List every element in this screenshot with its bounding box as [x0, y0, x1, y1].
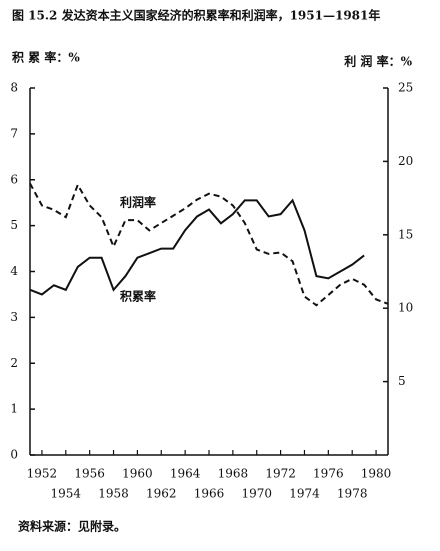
x-tick-label: 1952	[27, 467, 58, 481]
chart-title: 图 15.2 发达资本主义国家经济的积累率和利润率，1951—1981年	[12, 8, 380, 23]
x-tick-label: 1976	[313, 467, 344, 481]
source-note: 资料来源：见附录。	[18, 519, 126, 534]
x-tick-label: 1968	[218, 467, 249, 481]
y2-axis-label: 利 润 率：%	[344, 54, 412, 69]
y2-tick-label: 15	[398, 227, 413, 241]
x-tick-label: 1966	[194, 487, 225, 501]
x-tick-label: 1960	[122, 467, 153, 481]
y2-tick-label: 10	[398, 301, 413, 315]
series-line	[29, 182, 389, 307]
y-tick-label: 4	[10, 264, 18, 278]
x-tick-label: 1962	[146, 487, 177, 501]
y-tick-label: 8	[10, 81, 18, 95]
y-tick-label: 3	[10, 310, 18, 324]
y-tick-label: 0	[10, 448, 18, 462]
y2-tick-label: 20	[398, 154, 413, 168]
y-tick-label: 1	[10, 402, 18, 416]
x-tick-label: 1980	[361, 467, 392, 481]
y-tick-label: 7	[10, 126, 18, 140]
y2-tick-label: 5	[398, 374, 406, 388]
y-tick-label: 5	[10, 218, 18, 232]
series-line	[29, 198, 365, 296]
y2-tick-label: 25	[398, 81, 413, 95]
x-tick-label: 1958	[98, 487, 129, 501]
x-tick-label: 1956	[74, 467, 105, 481]
x-tick-label: 1974	[289, 487, 320, 501]
y-tick-label: 6	[10, 172, 18, 186]
x-tick-label: 1972	[265, 467, 296, 481]
series-label: 积累率	[120, 289, 156, 304]
y-axis-label: 积 累 率：%	[12, 50, 80, 65]
series-label: 利润率	[120, 195, 156, 210]
y-tick-label: 2	[10, 356, 18, 370]
x-tick-label: 1970	[241, 487, 272, 501]
x-tick-label: 1954	[51, 487, 82, 501]
x-tick-label: 1978	[337, 487, 368, 501]
x-tick-label: 1964	[170, 467, 201, 481]
